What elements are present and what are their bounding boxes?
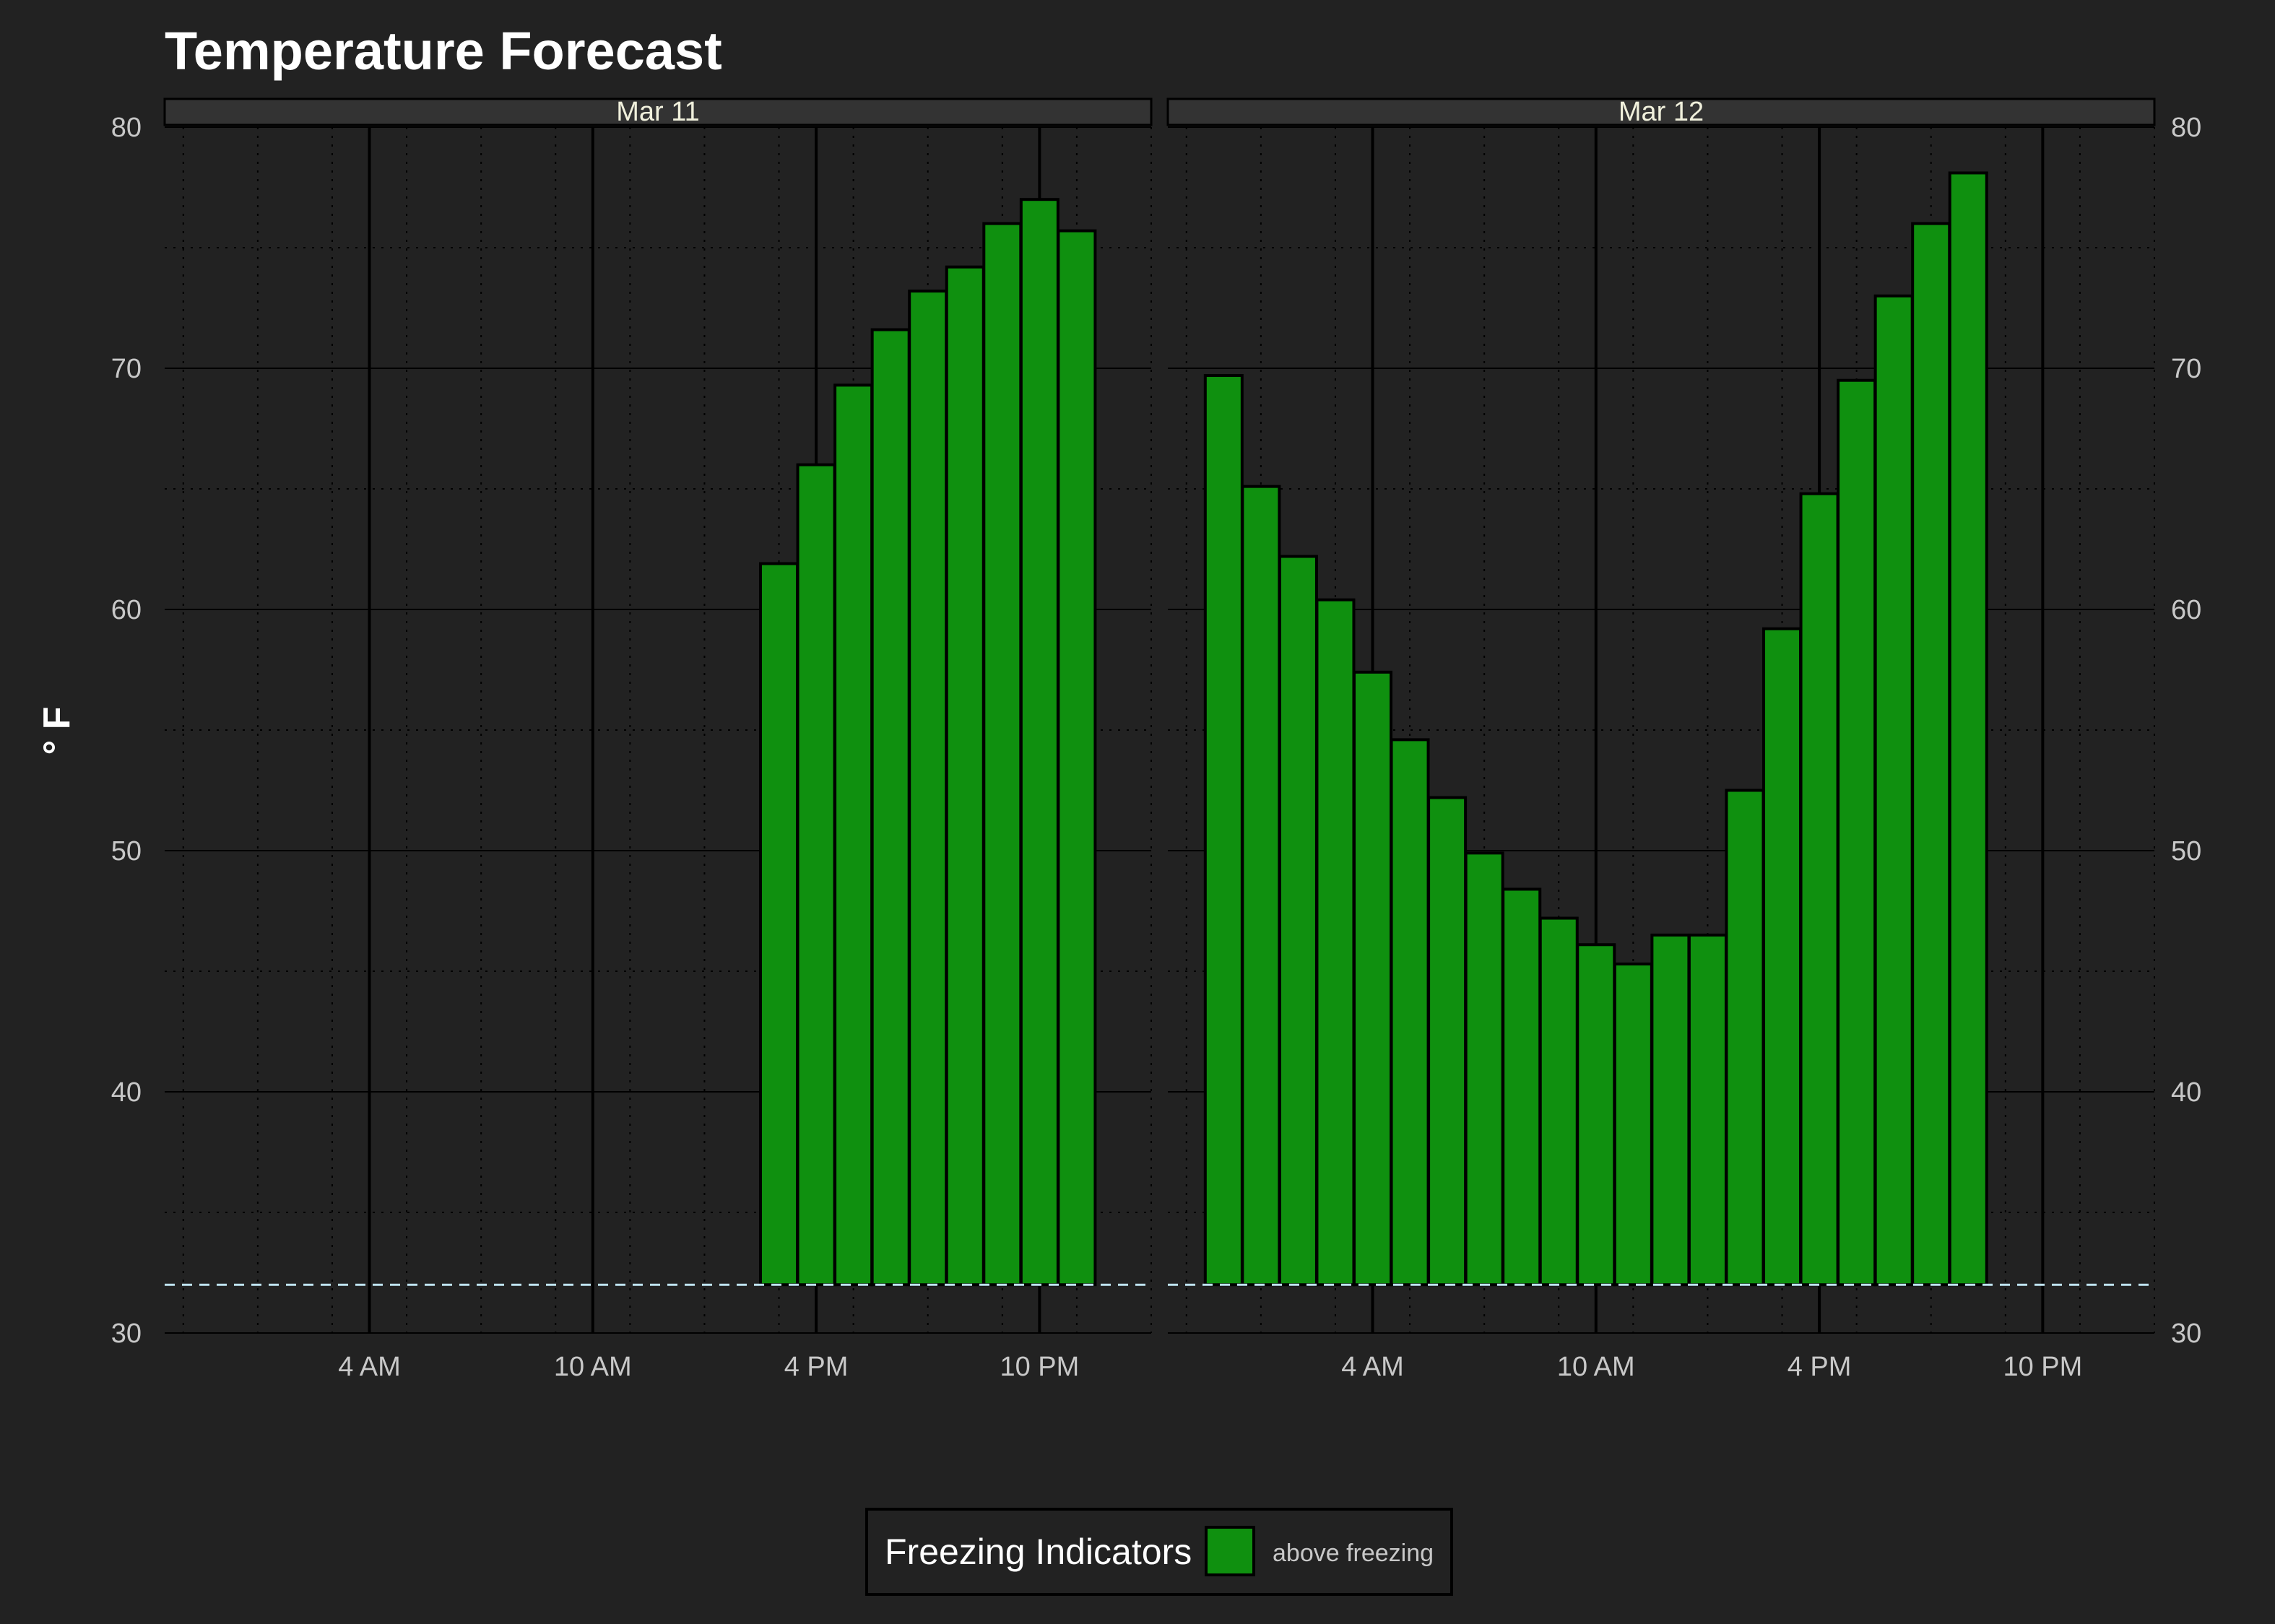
bar [1650, 933, 1691, 1287]
bar [1911, 222, 1951, 1287]
bar [945, 265, 985, 1287]
y-tick-label-left: 40 [111, 1077, 142, 1108]
facet-panels: Mar 11 4 AM 10 AM 4 PM 10 PM Mar 12 4 AM 10 AM 4… [111, 97, 2202, 1382]
bar [1873, 294, 1914, 1287]
bar [982, 222, 1023, 1287]
bar [1837, 378, 1877, 1287]
bar [1464, 851, 1504, 1287]
bar [1427, 796, 1468, 1287]
facet-strip-label: Mar 11 [616, 97, 699, 127]
bar [1613, 962, 1653, 1287]
y-tick-label-left: 70 [111, 354, 142, 384]
x-tick-label: 10 PM [2003, 1352, 2082, 1382]
legend-title: Freezing Indicators [885, 1532, 1192, 1572]
bar [1576, 943, 1616, 1287]
y-tick-label-right: 60 [2171, 595, 2201, 625]
x-tick-label: 10 PM [1000, 1352, 1079, 1382]
facet-strip [163, 97, 1153, 126]
bar [1762, 627, 1803, 1287]
legend-key-above-freezing [1205, 1526, 1255, 1576]
y-tick-label-right: 40 [2171, 1077, 2201, 1108]
chart-title: Temperature Forecast [165, 21, 722, 81]
facet-panel-2: Mar 12 4 AM 10 AM 4 PM 10 PM [1166, 97, 2156, 1382]
facet-strip-label: Mar 12 [1618, 97, 1704, 127]
bar [1687, 933, 1728, 1287]
bar [833, 383, 874, 1287]
bar [1019, 198, 1060, 1287]
y-tick-label-left: 60 [111, 595, 142, 625]
x-tick-label: 4 PM [784, 1352, 849, 1382]
x-tick-label: 4 AM [338, 1352, 401, 1382]
bar [1278, 555, 1318, 1287]
x-tick-label: 4 PM [1788, 1352, 1852, 1382]
y-tick-label-left: 50 [111, 836, 142, 867]
legend-box [865, 1508, 1453, 1596]
bar [1538, 916, 1579, 1287]
y-tick-label-right: 50 [2171, 836, 2201, 867]
legend: Freezing Indicators above freezing [865, 1508, 1453, 1596]
bar [1390, 738, 1430, 1287]
y-tick-label-left: 80 [111, 113, 142, 143]
bar [908, 290, 948, 1287]
y-axis-label: ° F [36, 706, 78, 755]
y-tick-label-right: 30 [2171, 1319, 2201, 1349]
bar [1948, 171, 1988, 1287]
bar [1315, 598, 1356, 1287]
legend-label-above-freezing: above freezing [1273, 1540, 1434, 1567]
x-tick-label: 10 AM [1557, 1352, 1635, 1382]
bar [1799, 492, 1840, 1287]
bar [759, 562, 800, 1287]
bar [796, 463, 836, 1287]
bar [1241, 485, 1281, 1287]
bar [870, 328, 911, 1287]
bar [1057, 229, 1097, 1287]
x-tick-label: 4 AM [1341, 1352, 1404, 1382]
x-tick-label: 10 AM [554, 1352, 632, 1382]
y-tick-label-right: 80 [2171, 113, 2201, 143]
y-tick-label-left: 30 [111, 1319, 142, 1349]
bar [1203, 374, 1244, 1287]
facet-panel-1: Mar 11 4 AM 10 AM 4 PM 10 PM [163, 97, 1153, 1382]
bar [1352, 670, 1393, 1287]
facet-strip [1166, 97, 2156, 126]
bar [1725, 789, 1765, 1287]
bar [1502, 887, 1542, 1287]
y-tick-label-right: 70 [2171, 354, 2201, 384]
